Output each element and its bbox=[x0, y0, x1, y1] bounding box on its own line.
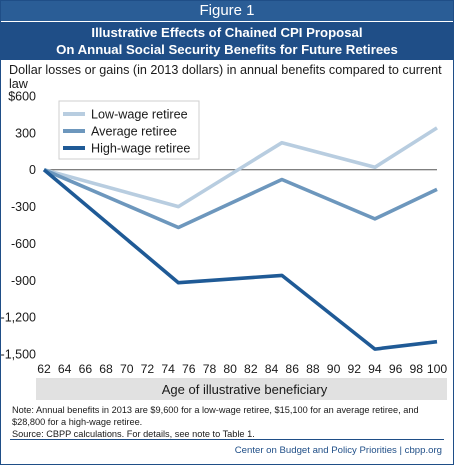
chart-note: Note: Annual benefits in 2013 are $9,600… bbox=[12, 405, 419, 427]
x-tick-label: 70 bbox=[120, 362, 134, 376]
x-tick-label: 82 bbox=[244, 362, 258, 376]
legend-label-2: Average retiree bbox=[91, 125, 177, 139]
x-tick-label: 86 bbox=[285, 362, 299, 376]
chart-source: Source: CBPP calculations. For details, … bbox=[12, 429, 255, 439]
series-line-1 bbox=[43, 126, 438, 209]
x-tick-label: 68 bbox=[99, 362, 113, 376]
x-tick-label: 100 bbox=[427, 362, 448, 376]
footer-credit: Center on Budget and Policy Priorities |… bbox=[234, 445, 442, 456]
x-tick-label: 76 bbox=[182, 362, 196, 376]
chart-title-line-2: On Annual Social Security Benefits for F… bbox=[56, 42, 398, 57]
chart-title: Illustrative Effects of Chained CPI Prop… bbox=[1, 22, 453, 60]
y-tick-label: 300 bbox=[15, 126, 36, 140]
x-axis-label-band bbox=[36, 378, 447, 400]
y-tick-label: -900 bbox=[11, 274, 36, 288]
x-tick-label: 74 bbox=[161, 362, 175, 376]
footer-divider bbox=[10, 439, 444, 440]
y-tick-label: -1,500 bbox=[1, 348, 36, 362]
x-tick-label: 64 bbox=[58, 362, 72, 376]
x-tick-label: 78 bbox=[203, 362, 217, 376]
y-tick-label: $600 bbox=[8, 90, 36, 104]
x-tick-label: 90 bbox=[327, 362, 341, 376]
x-tick-label: 98 bbox=[410, 362, 424, 376]
chart-subtitle: Dollar losses or gains (in 2013 dollars)… bbox=[9, 63, 442, 91]
y-tick-label: -600 bbox=[11, 237, 36, 251]
y-tick-label: -300 bbox=[11, 200, 36, 214]
x-tick-label: 80 bbox=[223, 362, 237, 376]
y-tick-label: 0 bbox=[29, 163, 36, 177]
series-line-3 bbox=[42, 168, 438, 351]
series-line-2 bbox=[43, 168, 438, 230]
x-tick-label: 96 bbox=[389, 362, 403, 376]
x-tick-label: 92 bbox=[347, 362, 361, 376]
x-axis-label: Age of illustrative beneficiary bbox=[162, 382, 328, 397]
x-tick-label: 84 bbox=[265, 362, 279, 376]
x-tick-label: 88 bbox=[306, 362, 320, 376]
figure-label: Figure 1 bbox=[1, 1, 453, 21]
legend-label-1: Low-wage retiree bbox=[91, 108, 188, 122]
legend-label-3: High-wage retiree bbox=[91, 142, 190, 156]
y-tick-label: -1,200 bbox=[1, 311, 36, 325]
x-tick-label: 62 bbox=[37, 362, 51, 376]
x-tick-label: 94 bbox=[368, 362, 382, 376]
chart-title-line-1: Illustrative Effects of Chained CPI Prop… bbox=[91, 25, 363, 40]
x-tick-label: 72 bbox=[141, 362, 155, 376]
x-tick-label: 66 bbox=[79, 362, 93, 376]
